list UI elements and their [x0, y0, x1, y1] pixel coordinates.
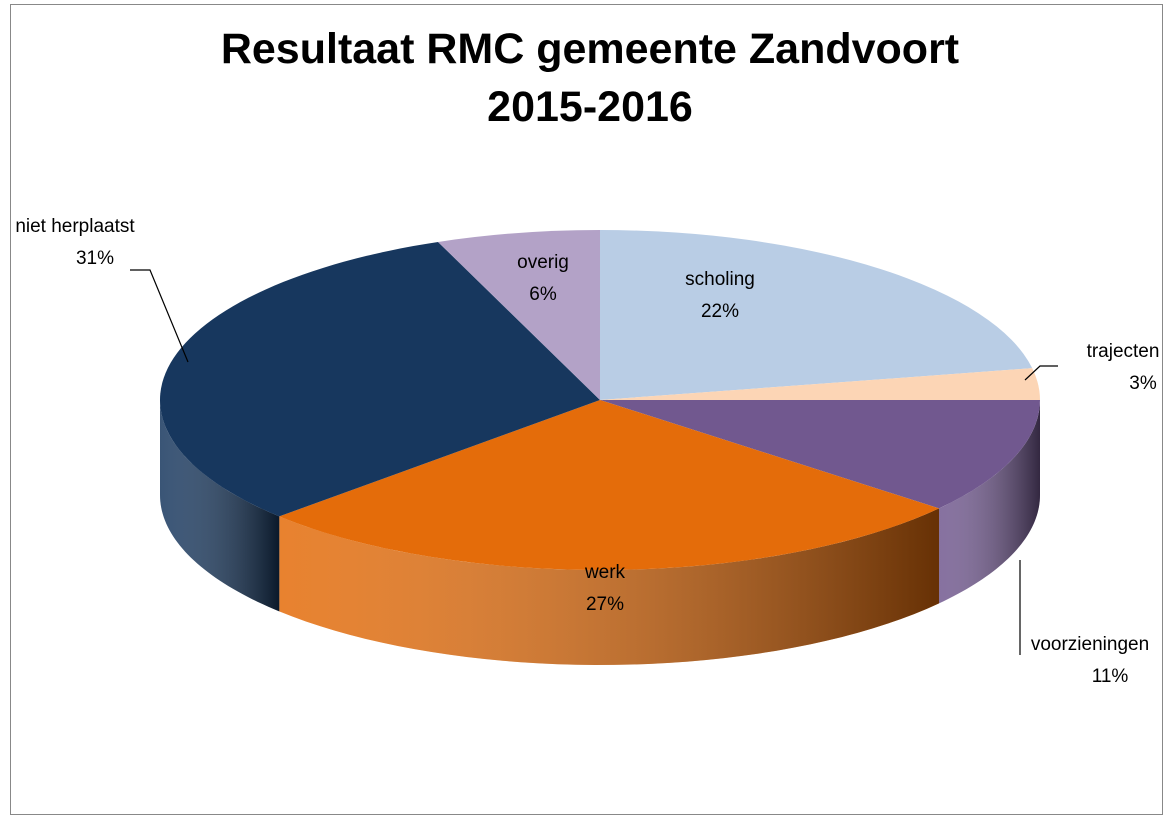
leader-line: [130, 269, 189, 363]
slice: [438, 230, 600, 400]
slice-name: werk: [584, 562, 626, 583]
slice-name: scholing: [685, 269, 755, 290]
slice-name: niet herplaatst: [15, 216, 135, 237]
slice-side-shade: [939, 400, 1040, 604]
slice-name: trajecten: [1087, 341, 1160, 362]
slice: [160, 241, 601, 517]
slice: [600, 230, 1033, 400]
chart-frame: [10, 4, 1163, 815]
slice-name: voorzieningen: [1031, 634, 1149, 655]
slice: [600, 368, 1040, 400]
slice-value-label: 6%: [529, 284, 557, 305]
slice-value-label: 31%: [76, 248, 114, 269]
slice: [279, 400, 940, 570]
slice-value-label: 22%: [701, 301, 739, 322]
slice-value-label: 11%: [1092, 666, 1129, 687]
chart-title: Resultaat RMC gemeente Zandvoort 2015-20…: [220, 25, 960, 131]
slice-side-shade: [160, 400, 280, 612]
leader-line: [1024, 365, 1058, 381]
slice-value-label: 27%: [586, 594, 624, 615]
slice-side-shade: [279, 508, 940, 665]
slice-name: overig: [517, 252, 569, 273]
slice-value-label: 3%: [1129, 373, 1157, 394]
slice: [600, 400, 1040, 509]
